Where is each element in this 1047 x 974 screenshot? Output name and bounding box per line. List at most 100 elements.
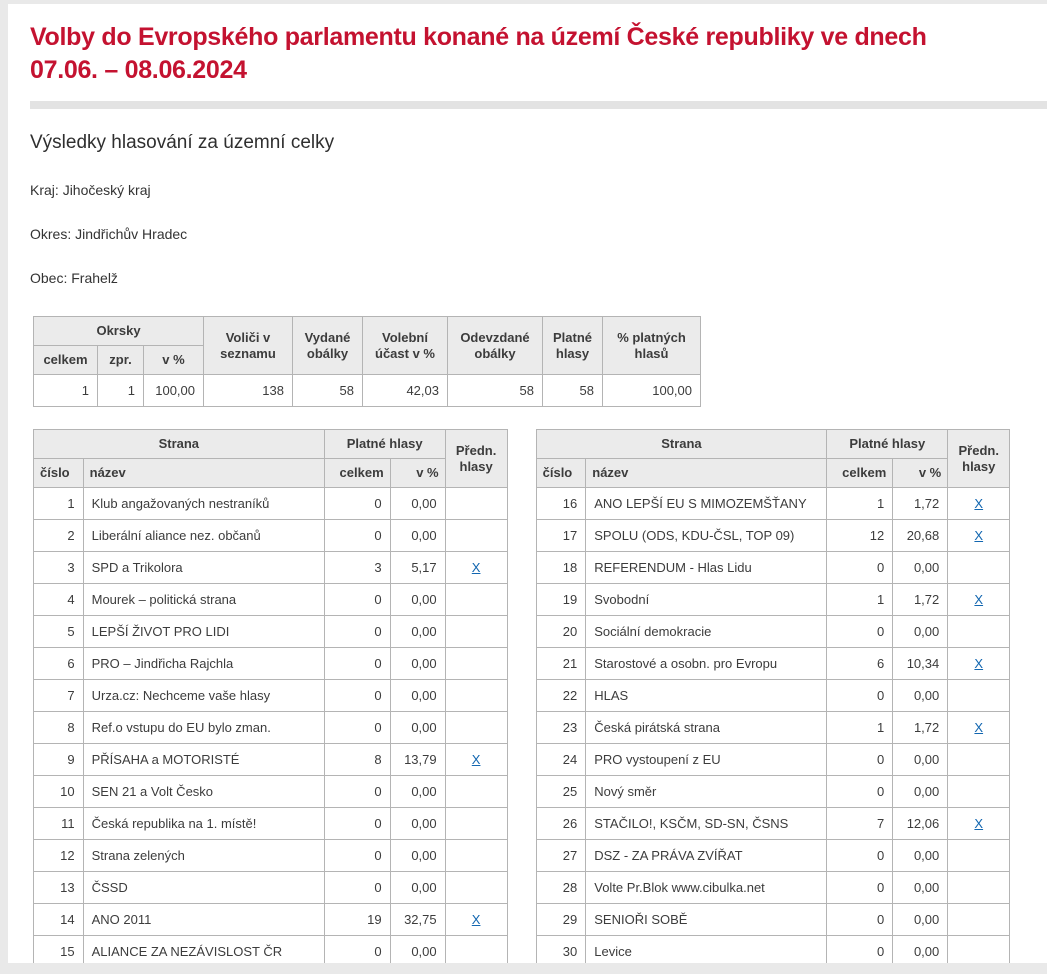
party-name: REFERENDUM - Hlas Lidu bbox=[585, 551, 828, 584]
party-votes: 0 bbox=[826, 551, 894, 584]
party-pct: 0,00 bbox=[892, 775, 949, 808]
preferential-votes-link[interactable]: X bbox=[974, 592, 984, 607]
party-pref-cell bbox=[947, 871, 1011, 904]
preferential-votes-link[interactable]: X bbox=[974, 816, 984, 831]
header-cislo: číslo bbox=[33, 458, 84, 488]
preferential-votes-link[interactable]: X bbox=[974, 496, 984, 511]
header-okrsky-celkem: celkem bbox=[33, 345, 98, 375]
party-results-table-left: Strana Platné hlasy Předn. hlasy číslo n… bbox=[33, 429, 508, 963]
party-pct: 12,06 bbox=[892, 807, 949, 840]
header-odevzdane-obalky: Odevzdané obálky bbox=[447, 316, 543, 375]
header-volici-v-seznamu: Voliči v seznamu bbox=[203, 316, 293, 375]
party-pct: 0,00 bbox=[389, 935, 446, 963]
vydane-obalky-value: 58 bbox=[292, 374, 363, 407]
header-v-pct: v % bbox=[892, 458, 949, 488]
party-pref-cell bbox=[444, 519, 508, 552]
party-row: 17 SPOLU (ODS, KDU-ČSL, TOP 09) 12 20,68… bbox=[535, 519, 1011, 552]
party-name: ANO LEPŠÍ EU S MIMOZEMŠŤANY bbox=[585, 487, 828, 520]
party-pct: 0,00 bbox=[389, 711, 446, 744]
party-votes: 0 bbox=[323, 647, 391, 680]
region-line-obec: Obec: Frahelž bbox=[30, 270, 1047, 286]
preferential-votes-link[interactable]: X bbox=[974, 656, 984, 671]
party-row: 9 PŘÍSAHA a MOTORISTÉ 8 13,79 X bbox=[33, 743, 508, 776]
preferential-votes-link[interactable]: X bbox=[471, 912, 481, 927]
header-strana: Strana bbox=[535, 429, 828, 459]
preferential-votes-link[interactable]: X bbox=[974, 528, 984, 543]
party-votes: 1 bbox=[826, 583, 894, 616]
party-row: 21 Starostové a osobn. pro Evropu 6 10,3… bbox=[535, 647, 1011, 680]
header-pct-platnych-hlasu: % platných hlasů bbox=[602, 316, 701, 375]
party-row: 28 Volte Pr.Blok www.cibulka.net 0 0,00 bbox=[535, 871, 1011, 904]
party-row: 1 Klub angažovaných nestraníků 0 0,00 bbox=[33, 487, 508, 520]
party-pct: 20,68 bbox=[892, 519, 949, 552]
preferential-votes-link[interactable]: X bbox=[471, 752, 481, 767]
party-name: PRO – Jindřicha Rajchla bbox=[82, 647, 325, 680]
party-votes: 0 bbox=[323, 871, 391, 904]
party-row: 23 Česká pirátská strana 1 1,72 X bbox=[535, 711, 1011, 744]
header-v-pct: v % bbox=[389, 458, 446, 488]
party-name: ALIANCE ZA NEZÁVISLOST ČR bbox=[82, 935, 325, 963]
party-number: 3 bbox=[33, 551, 84, 584]
party-row: 4 Mourek – politická strana 0 0,00 bbox=[33, 583, 508, 616]
party-votes: 0 bbox=[826, 903, 894, 936]
party-votes: 0 bbox=[826, 615, 894, 648]
party-pref-cell: X bbox=[947, 519, 1011, 552]
party-pref-cell: X bbox=[947, 647, 1011, 680]
party-pct: 0,00 bbox=[389, 839, 446, 872]
party-name: STAČILO!, KSČM, SD-SN, ČSNS bbox=[585, 807, 828, 840]
party-row: 19 Svobodní 1 1,72 X bbox=[535, 583, 1011, 616]
party-name: DSZ - ZA PRÁVA ZVÍŘAT bbox=[585, 839, 828, 872]
header-okrsky-v-pct: v % bbox=[143, 345, 204, 375]
party-number: 15 bbox=[33, 935, 84, 963]
party-name: Klub angažovaných nestraníků bbox=[82, 487, 325, 520]
party-number: 11 bbox=[33, 807, 84, 840]
party-row: 20 Sociální demokracie 0 0,00 bbox=[535, 615, 1011, 648]
party-name: Ref.o vstupu do EU bylo zman. bbox=[82, 711, 325, 744]
party-number: 8 bbox=[33, 711, 84, 744]
party-votes: 0 bbox=[323, 583, 391, 616]
party-pref-cell bbox=[444, 711, 508, 744]
party-pct: 0,00 bbox=[892, 743, 949, 776]
party-pref-cell bbox=[444, 647, 508, 680]
party-number: 13 bbox=[33, 871, 84, 904]
party-number: 21 bbox=[535, 647, 587, 680]
preferential-votes-link[interactable]: X bbox=[471, 560, 481, 575]
turnout-summary-table: Okrsky Voliči v seznamu Vydané obálky Vo… bbox=[33, 316, 701, 407]
results-subtitle: Výsledky hlasování za územní celky bbox=[30, 132, 335, 153]
header-okrsky: Okrsky bbox=[33, 316, 204, 346]
party-pct: 5,17 bbox=[389, 551, 446, 584]
preferential-votes-link[interactable]: X bbox=[974, 720, 984, 735]
party-number: 29 bbox=[535, 903, 587, 936]
header-platne-hlasy: Platné hlasy bbox=[826, 429, 949, 459]
party-results-section: Strana Platné hlasy Předn. hlasy číslo n… bbox=[33, 429, 1047, 963]
party-votes: 12 bbox=[826, 519, 894, 552]
party-pref-cell bbox=[947, 775, 1011, 808]
party-number: 6 bbox=[33, 647, 84, 680]
party-number: 23 bbox=[535, 711, 587, 744]
party-name: LEPŠÍ ŽIVOT PRO LIDI bbox=[82, 615, 325, 648]
party-number: 18 bbox=[535, 551, 587, 584]
party-number: 25 bbox=[535, 775, 587, 808]
party-name: PRO vystoupení z EU bbox=[585, 743, 828, 776]
obec-value: Frahelž bbox=[71, 270, 118, 286]
party-row: 24 PRO vystoupení z EU 0 0,00 bbox=[535, 743, 1011, 776]
party-pct: 1,72 bbox=[892, 711, 949, 744]
party-number: 4 bbox=[33, 583, 84, 616]
party-row: 18 REFERENDUM - Hlas Lidu 0 0,00 bbox=[535, 551, 1011, 584]
header-vydane-obalky: Vydané obálky bbox=[292, 316, 363, 375]
okrsky-celkem-value: 1 bbox=[33, 374, 98, 407]
party-row: 12 Strana zelených 0 0,00 bbox=[33, 839, 508, 872]
party-row: 14 ANO 2011 19 32,75 X bbox=[33, 903, 508, 936]
party-row: 10 SEN 21 a Volt Česko 0 0,00 bbox=[33, 775, 508, 808]
party-row: 27 DSZ - ZA PRÁVA ZVÍŘAT 0 0,00 bbox=[535, 839, 1011, 872]
party-pref-cell: X bbox=[947, 583, 1011, 616]
party-votes: 1 bbox=[826, 711, 894, 744]
party-number: 30 bbox=[535, 935, 587, 963]
region-line-kraj: Kraj: Jihočeský kraj bbox=[30, 182, 1047, 198]
header-celkem: celkem bbox=[323, 458, 391, 488]
party-votes: 7 bbox=[826, 807, 894, 840]
party-pref-cell: X bbox=[444, 743, 508, 776]
okres-label: Okres: bbox=[30, 226, 72, 242]
party-pref-cell bbox=[947, 839, 1011, 872]
party-row: 15 ALIANCE ZA NEZÁVISLOST ČR 0 0,00 bbox=[33, 935, 508, 963]
